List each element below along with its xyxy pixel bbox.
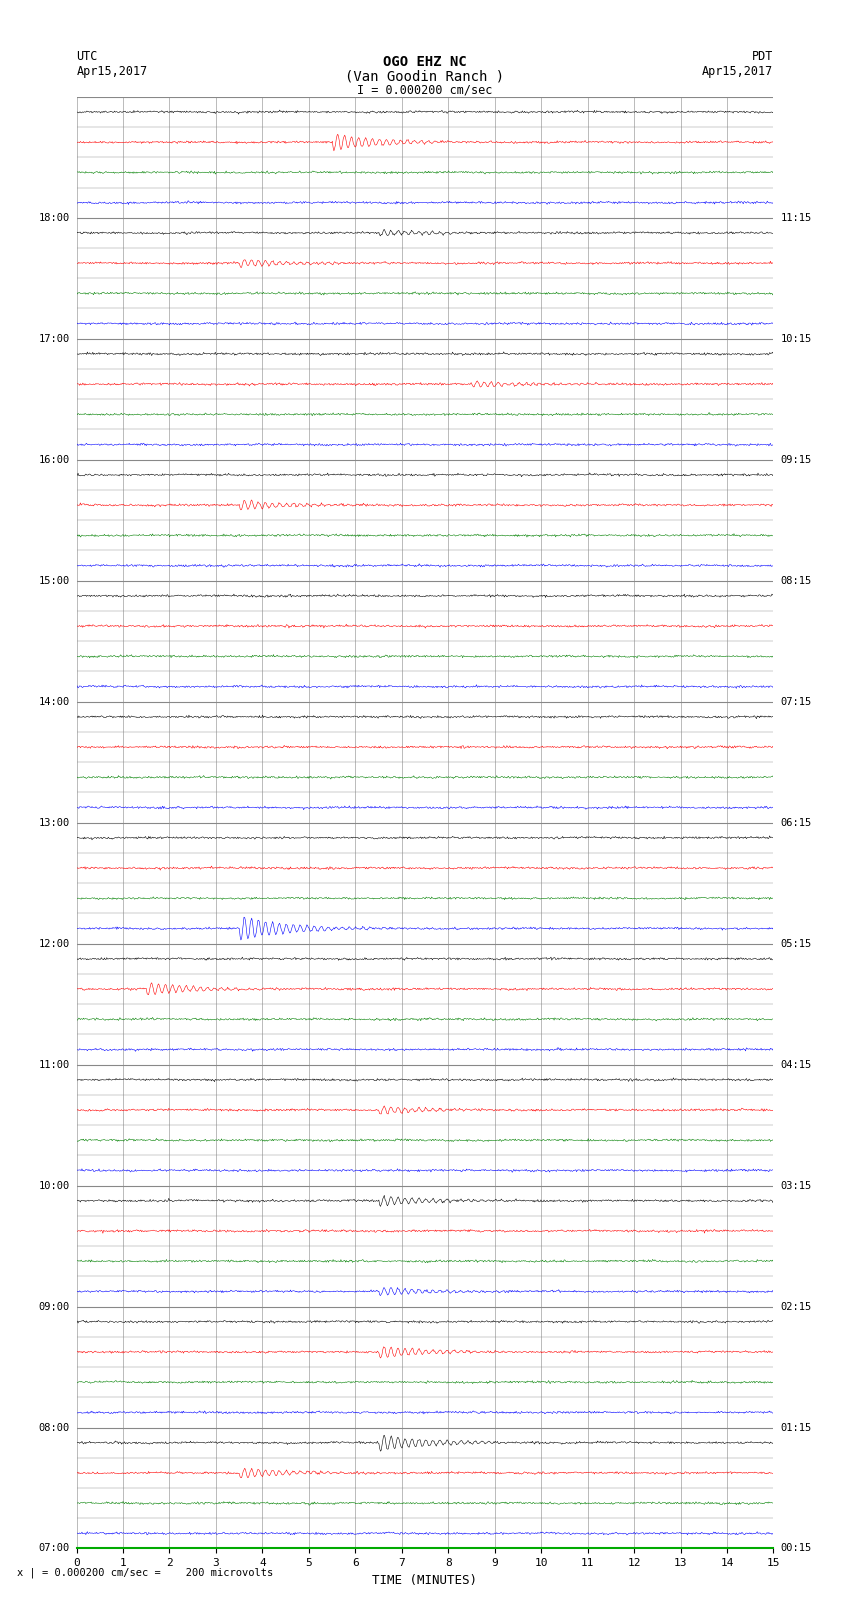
Text: 16:00: 16:00 (38, 455, 70, 465)
Text: OGO EHZ NC: OGO EHZ NC (383, 55, 467, 69)
Text: 09:15: 09:15 (780, 455, 812, 465)
Text: x | = 0.000200 cm/sec =    200 microvolts: x | = 0.000200 cm/sec = 200 microvolts (17, 1566, 273, 1578)
Text: 15:00: 15:00 (38, 576, 70, 586)
Text: 11:15: 11:15 (780, 213, 812, 223)
Text: 13:00: 13:00 (38, 818, 70, 827)
Text: I = 0.000200 cm/sec: I = 0.000200 cm/sec (357, 84, 493, 97)
Text: 17:00: 17:00 (38, 334, 70, 344)
Text: 05:15: 05:15 (780, 939, 812, 948)
Text: UTC: UTC (76, 50, 98, 63)
Text: 08:15: 08:15 (780, 576, 812, 586)
Text: (Van Goodin Ranch ): (Van Goodin Ranch ) (345, 69, 505, 84)
Text: 08:00: 08:00 (38, 1423, 70, 1432)
Text: Apr15,2017: Apr15,2017 (702, 65, 774, 77)
Text: 10:00: 10:00 (38, 1181, 70, 1190)
Text: 02:15: 02:15 (780, 1302, 812, 1311)
Text: 11:00: 11:00 (38, 1060, 70, 1069)
Text: 00:15: 00:15 (780, 1544, 812, 1553)
Text: 03:15: 03:15 (780, 1181, 812, 1190)
X-axis label: TIME (MINUTES): TIME (MINUTES) (372, 1574, 478, 1587)
Text: Apr15,2017: Apr15,2017 (76, 65, 148, 77)
Text: PDT: PDT (752, 50, 774, 63)
Text: 10:15: 10:15 (780, 334, 812, 344)
Text: 07:00: 07:00 (38, 1544, 70, 1553)
Text: 09:00: 09:00 (38, 1302, 70, 1311)
Text: 12:00: 12:00 (38, 939, 70, 948)
Text: 14:00: 14:00 (38, 697, 70, 706)
Text: 04:15: 04:15 (780, 1060, 812, 1069)
Text: 18:00: 18:00 (38, 213, 70, 223)
Text: 06:15: 06:15 (780, 818, 812, 827)
Text: 01:15: 01:15 (780, 1423, 812, 1432)
Text: 07:15: 07:15 (780, 697, 812, 706)
